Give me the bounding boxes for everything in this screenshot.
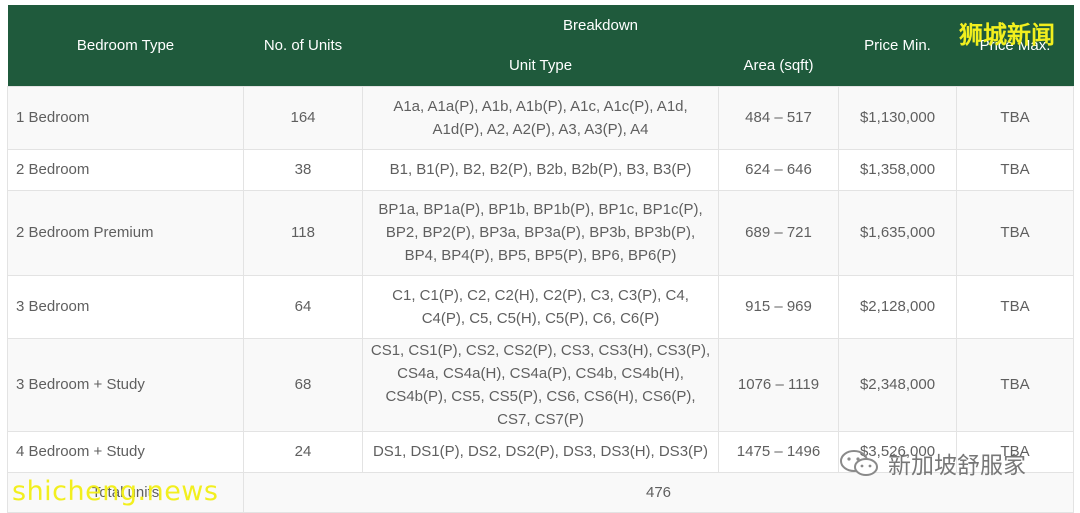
- units-cell: 164: [243, 85, 363, 150]
- table-row: 1 Bedroom 164 A1a, A1a(P), A1b, A1b(P), …: [7, 85, 1075, 150]
- header-area: Area (sqft): [718, 46, 839, 86]
- bedroom-type-cell: 4 Bedroom + Study: [7, 430, 244, 473]
- table-body: 1 Bedroom 164 A1a, A1a(P), A1b, A1b(P), …: [7, 85, 1075, 513]
- price-min-cell: $1,130,000: [838, 85, 958, 150]
- price-max-cell: TBA: [956, 85, 1075, 150]
- table-row: 2 Bedroom Premium 118 BP1a, BP1a(P), BP1…: [7, 189, 1075, 276]
- unit-type-cell: C1, C1(P), C2, C2(H), C2(P), C3, C3(P), …: [362, 274, 719, 339]
- price-min-cell: $1,358,000: [838, 148, 958, 191]
- price-min-cell: $1,635,000: [838, 189, 958, 276]
- header-price-max: Price Max.: [956, 5, 1074, 86]
- area-cell: 624 – 646: [717, 148, 840, 191]
- watermark-bottom: shicheng.news: [12, 476, 219, 507]
- price-min-cell: $2,128,000: [838, 274, 958, 339]
- unit-pricing-table: Bedroom Type No. of Units Breakdown Pric…: [7, 5, 1075, 513]
- header-no-of-units: No. of Units: [243, 5, 363, 86]
- total-row: Total units 476: [7, 471, 1075, 513]
- wechat-watermark: 新加坡舒服家: [838, 446, 1026, 480]
- table-row: 4 Bedroom + Study 24 DS1, DS1(P), DS2, D…: [7, 430, 1075, 473]
- total-label: Total units: [7, 471, 244, 513]
- bedroom-type-cell: 2 Bedroom: [7, 148, 244, 191]
- watermark-top: 狮城新闻: [959, 21, 1055, 49]
- header-unit-type: Unit Type: [362, 46, 719, 86]
- area-cell: 689 – 721: [717, 189, 840, 276]
- bedroom-type-cell: 3 Bedroom: [7, 274, 244, 339]
- units-cell: 24: [243, 430, 363, 473]
- price-max-cell: TBA: [956, 189, 1075, 276]
- area-cell: 1076 – 1119: [717, 337, 840, 432]
- wechat-icon: [838, 448, 882, 478]
- bedroom-type-cell: 3 Bedroom + Study: [7, 337, 244, 432]
- unit-type-cell: A1a, A1a(P), A1b, A1b(P), A1c, A1c(P), A…: [362, 85, 719, 150]
- area-cell: 484 – 517: [717, 85, 840, 150]
- units-cell: 38: [243, 148, 363, 191]
- header-bedroom-type: Bedroom Type: [7, 5, 244, 86]
- header-price-min: Price Min.: [838, 5, 957, 86]
- table-row: 3 Bedroom + Study 68 CS1, CS1(P), CS2, C…: [7, 337, 1075, 432]
- table-row: 2 Bedroom 38 B1, B1(P), B2, B2(P), B2b, …: [7, 148, 1075, 191]
- units-cell: 118: [243, 189, 363, 276]
- price-max-cell: TBA: [956, 430, 1075, 473]
- units-cell: 64: [243, 274, 363, 339]
- bedroom-type-cell: 1 Bedroom: [7, 85, 244, 150]
- price-max-cell: TBA: [956, 148, 1075, 191]
- unit-type-cell: CS1, CS1(P), CS2, CS2(P), CS3, CS3(H), C…: [362, 337, 719, 432]
- area-cell: 1475 – 1496: [717, 430, 840, 473]
- price-min-cell: $2,348,000: [838, 337, 958, 432]
- header-breakdown: Breakdown: [362, 5, 839, 46]
- wechat-account-name: 新加坡舒服家: [888, 453, 1026, 479]
- price-max-cell: TBA: [956, 337, 1075, 432]
- table-header: Bedroom Type No. of Units Breakdown Pric…: [7, 5, 1074, 86]
- total-value: 476: [242, 471, 1075, 513]
- table-row: 3 Bedroom 64 C1, C1(P), C2, C2(H), C2(P)…: [7, 274, 1075, 339]
- price-max-cell: TBA: [956, 274, 1075, 339]
- unit-type-cell: BP1a, BP1a(P), BP1b, BP1b(P), BP1c, BP1c…: [362, 189, 719, 276]
- unit-type-cell: B1, B1(P), B2, B2(P), B2b, B2b(P), B3, B…: [362, 148, 719, 191]
- bedroom-type-cell: 2 Bedroom Premium: [7, 189, 244, 276]
- area-cell: 915 – 969: [717, 274, 840, 339]
- units-cell: 68: [243, 337, 363, 432]
- unit-type-cell: DS1, DS1(P), DS2, DS2(P), DS3, DS3(H), D…: [362, 430, 719, 473]
